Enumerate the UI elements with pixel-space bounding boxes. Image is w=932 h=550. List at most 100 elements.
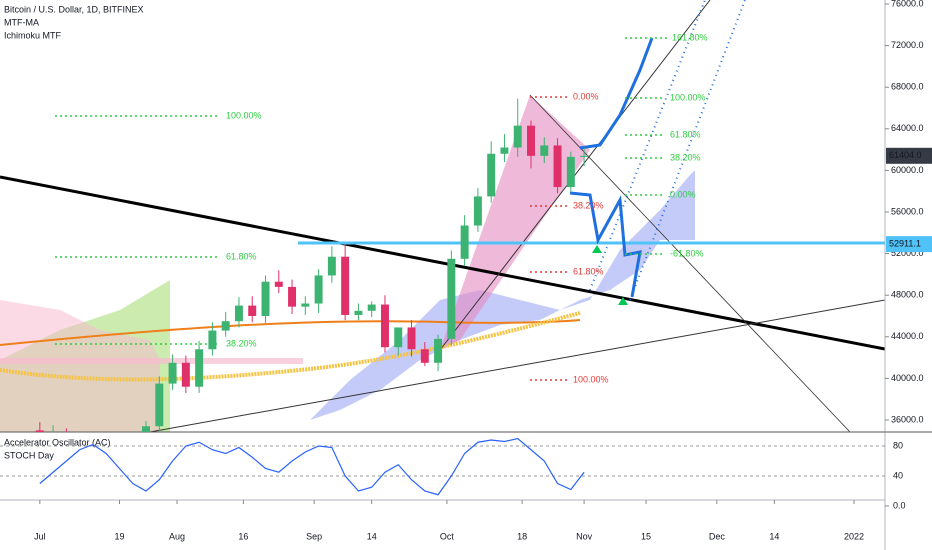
price-tag [886, 236, 932, 253]
fib-label: 61.80% [226, 251, 257, 261]
candle-body [274, 281, 283, 287]
trendline [439, 0, 711, 351]
candle-body [447, 258, 456, 339]
trendline [0, 175, 885, 351]
x-tick-label: 18 [517, 531, 527, 541]
cloud [0, 300, 160, 432]
fib-label: 61.80% [573, 266, 604, 276]
stoch-line [39, 437, 585, 496]
candle-body [473, 196, 482, 226]
candle-body [354, 310, 363, 315]
x-tick-label: 19 [114, 531, 124, 541]
x-tick-label: Jul [34, 531, 46, 541]
y-tick-label: 44000.0 [891, 331, 924, 341]
fib-label: -61.80% [670, 248, 704, 258]
x-tick-label: Aug [169, 531, 185, 541]
y-tick-label: 56000.0 [891, 206, 924, 216]
indicator-label: Ichimoku MTF [4, 30, 62, 40]
x-tick-label: Oct [440, 531, 455, 541]
x-tick-label: 16 [238, 531, 248, 541]
y-tick-label: 48000.0 [891, 290, 924, 300]
x-tick-label: Sep [306, 531, 322, 541]
trendline [149, 299, 885, 432]
ma-line [0, 319, 581, 346]
indicator-label: STOCH Day [4, 450, 54, 460]
candle-body [301, 303, 310, 307]
candle-body [566, 156, 575, 188]
trendline [529, 94, 851, 432]
y-tick-label: 36000.0 [891, 414, 924, 424]
candle-body [540, 145, 549, 156]
fib-label: 38.20% [670, 152, 701, 162]
fib-label: 100.00% [670, 92, 706, 102]
candle-body [221, 321, 230, 331]
candle-body [102, 453, 110, 463]
y-tick-label: 52000.0 [891, 248, 924, 258]
x-tick-label: 14 [769, 531, 779, 541]
arrow [569, 191, 642, 298]
chart-title: Bitcoin / U.S. Dollar, 1D, BITFINEX [4, 4, 144, 14]
fib-labels: 100.00% 61.80% 38.20% 0.00% 38.20% 61.80… [226, 32, 708, 384]
projection [629, 0, 746, 301]
candle-body [407, 327, 416, 350]
candle-body [500, 147, 509, 154]
candle-body [394, 327, 403, 348]
candle-body [35, 430, 44, 432]
fib-label: 0.00% [573, 91, 599, 101]
candle-body [487, 153, 496, 197]
candle-body [234, 305, 243, 322]
candle-body [195, 349, 204, 387]
x-tick-label: 2022 [844, 531, 864, 541]
fib-label: 38.20% [573, 200, 604, 210]
fib-label: 0.00% [670, 189, 696, 199]
candle-body [380, 304, 389, 348]
y-tick-label: 72000.0 [891, 40, 924, 50]
price-tag [886, 147, 932, 164]
candle-body [327, 256, 336, 276]
channel [440, 95, 590, 350]
candle-body [142, 426, 151, 432]
y-tick-label: 76000.0 [891, 0, 924, 8]
fib-label: 100.00% [573, 374, 609, 384]
x-tick-label: 15 [641, 531, 651, 541]
drawings [0, 0, 885, 432]
x-tick-label: 14 [367, 531, 377, 541]
candle-body [168, 362, 177, 384]
candle-body [527, 125, 535, 156]
price-tag-label: 61404.0 [889, 150, 922, 160]
cloud [310, 170, 695, 420]
candle-body [553, 145, 562, 188]
candle-body [181, 362, 190, 387]
arrow [579, 37, 654, 150]
y-tick-label: 40 [893, 470, 903, 480]
x-tick-label: Dec [709, 531, 726, 541]
fib-label: 161.80% [672, 32, 708, 42]
candle-body [341, 256, 350, 315]
fib-label: 100.00% [226, 110, 262, 120]
candle-body [420, 349, 429, 363]
fib-label: 61.80% [670, 129, 701, 139]
y-tick-label: 80 [893, 440, 903, 450]
ma-line [0, 311, 581, 382]
candle-body [155, 383, 164, 427]
fib-label: 38.20% [226, 338, 257, 348]
candle-body [208, 330, 217, 350]
candle-body [288, 286, 297, 307]
fib-levels [55, 37, 670, 381]
arrow-up [618, 297, 628, 305]
candle-body [248, 305, 257, 316]
y-tick-label: 64000.0 [891, 123, 924, 133]
candle-body [580, 155, 589, 157]
candle-body [513, 125, 522, 148]
candle-body [261, 281, 270, 316]
price-tag-label: 52911.1 [889, 238, 921, 248]
candle-body [129, 461, 137, 475]
x-tick-label: Nov [576, 531, 593, 541]
arrow-up [592, 245, 602, 253]
y-tick-label: 0.0 [893, 500, 906, 510]
candle-body [367, 304, 376, 311]
y-tick-label: 60000.0 [891, 165, 924, 175]
indicator-label: MTF-MA [4, 17, 39, 27]
projection [589, 0, 706, 291]
